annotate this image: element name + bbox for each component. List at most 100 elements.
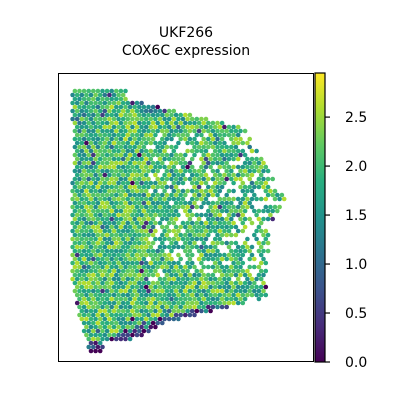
- spot: [215, 200, 220, 206]
- spot: [91, 296, 96, 302]
- spot: [100, 96, 105, 102]
- spot: [206, 288, 211, 294]
- spot: [81, 160, 87, 166]
- spot: [199, 300, 204, 306]
- spot: [222, 148, 227, 154]
- spot: [77, 152, 82, 158]
- spot: [162, 204, 167, 210]
- spot: [219, 184, 225, 190]
- spot: [148, 252, 154, 258]
- spot: [100, 256, 105, 262]
- spot: [72, 288, 78, 294]
- spot: [245, 156, 250, 162]
- spot: [130, 292, 135, 298]
- spot: [258, 276, 264, 282]
- spot: [111, 316, 117, 322]
- spot: [132, 192, 137, 198]
- spot: [148, 284, 154, 290]
- spot: [224, 288, 229, 294]
- spot: [258, 244, 264, 250]
- spot: [118, 192, 124, 198]
- spot: [226, 244, 232, 250]
- spot: [254, 156, 259, 162]
- spot: [72, 184, 78, 190]
- spot: [130, 308, 135, 314]
- spot: [162, 252, 167, 258]
- spot: [183, 224, 188, 230]
- spot: [114, 128, 119, 134]
- colorbar-tick-label: 1.0: [345, 257, 367, 273]
- spot: [212, 260, 218, 266]
- spot: [127, 232, 133, 238]
- colorbar-tick-label: 2.5: [345, 110, 367, 126]
- spot: [123, 280, 128, 286]
- spot: [114, 208, 119, 214]
- spot: [74, 124, 80, 130]
- spot: [111, 124, 117, 130]
- spot: [130, 316, 135, 322]
- spot: [77, 168, 82, 174]
- spot: [187, 176, 193, 182]
- spot: [97, 92, 103, 98]
- spot: [185, 268, 190, 274]
- spot: [210, 176, 216, 182]
- spot: [160, 320, 165, 326]
- spot: [111, 244, 117, 250]
- spot: [261, 160, 266, 166]
- spot: [81, 208, 87, 214]
- spot: [132, 200, 137, 206]
- spot: [183, 152, 188, 158]
- spot: [185, 132, 190, 138]
- spot: [104, 280, 110, 286]
- spot: [79, 244, 85, 250]
- spot: [160, 248, 165, 254]
- spot: [219, 280, 225, 286]
- spot: [173, 176, 179, 182]
- spot: [74, 156, 80, 162]
- spot: [261, 288, 266, 294]
- spot: [192, 280, 197, 286]
- spot: [180, 124, 186, 130]
- spot: [116, 188, 121, 194]
- spot: [192, 240, 197, 246]
- spot: [97, 260, 103, 266]
- spot: [84, 228, 89, 234]
- spot: [265, 184, 271, 190]
- spot: [226, 148, 232, 154]
- spot: [171, 108, 177, 114]
- spot: [203, 140, 209, 146]
- spot: [166, 316, 172, 322]
- spot: [79, 92, 85, 98]
- spot: [97, 196, 103, 202]
- spot: [173, 160, 179, 166]
- spot: [252, 280, 257, 286]
- spot: [143, 268, 149, 274]
- colorbar-tick-label: 0.0: [345, 355, 367, 370]
- spot: [192, 288, 197, 294]
- spot: [77, 120, 82, 126]
- spot: [171, 316, 177, 322]
- spot: [192, 176, 197, 182]
- spot: [118, 304, 124, 310]
- spot: [208, 132, 213, 138]
- spot: [162, 132, 167, 138]
- spot: [192, 184, 197, 190]
- spot: [245, 196, 250, 202]
- spot: [109, 136, 114, 142]
- spot: [72, 160, 78, 166]
- spot: [143, 284, 149, 290]
- spot: [169, 248, 174, 254]
- spot: [86, 176, 91, 182]
- spot: [139, 332, 144, 338]
- spot: [100, 296, 105, 302]
- spot: [84, 124, 89, 130]
- spot: [219, 296, 225, 302]
- spot: [270, 216, 275, 222]
- spot: [97, 292, 103, 298]
- spot: [196, 288, 202, 294]
- spot: [116, 228, 121, 234]
- spot: [242, 224, 248, 230]
- spot: [148, 212, 154, 218]
- spot: [137, 120, 142, 126]
- spot: [263, 260, 269, 266]
